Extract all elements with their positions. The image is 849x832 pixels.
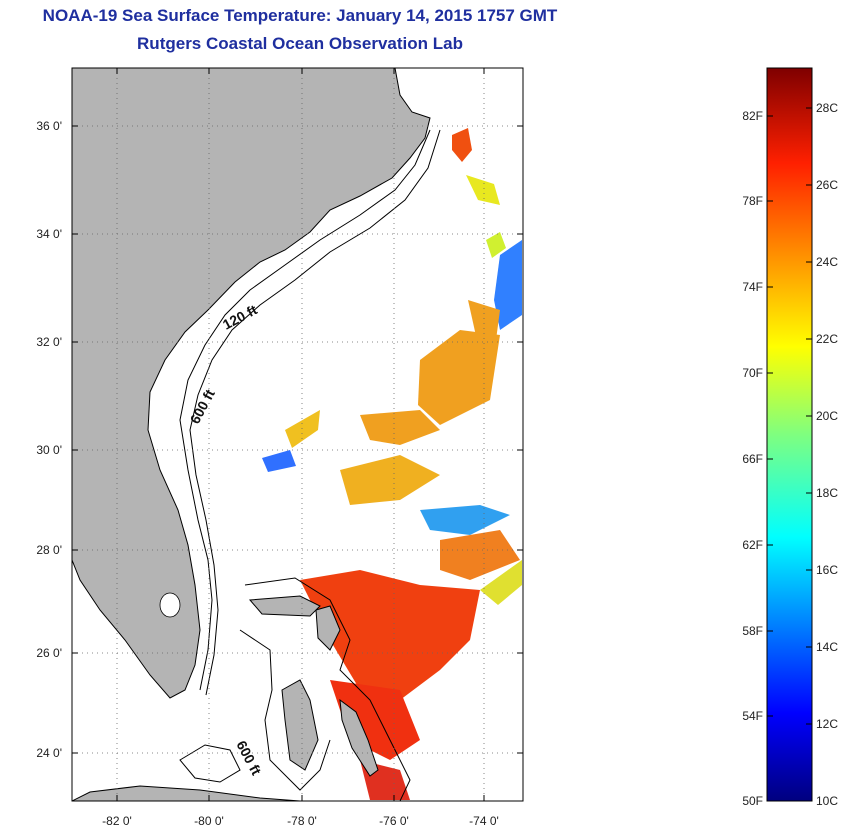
lat-label-26: 26 0' xyxy=(36,646,62,660)
bahamas-eleuthera xyxy=(339,698,379,777)
gridlines xyxy=(72,68,523,801)
lat-label-28: 28 0' xyxy=(36,543,62,557)
colorbar-label-20c: 20C xyxy=(816,409,838,423)
lon-label-78: -78 0' xyxy=(287,814,317,828)
colorbar-label-70f: 70F xyxy=(742,366,763,380)
colorbar-label-62f: 62F xyxy=(742,538,763,552)
lon-label-82: -82 0' xyxy=(102,814,132,828)
colorbar-label-24c: 24C xyxy=(816,255,838,269)
lat-label-32: 32 0' xyxy=(36,335,62,349)
bahamas-abaco xyxy=(315,605,341,651)
colorbar-label-54f: 54F xyxy=(742,709,763,723)
colorbar-label-66f: 66F xyxy=(742,452,763,466)
contour-cuba-shelf xyxy=(179,744,241,783)
lon-label-80: -80 0' xyxy=(194,814,224,828)
colorbar-label-12c: 12C xyxy=(816,717,838,731)
colorbar-label-14c: 14C xyxy=(816,640,838,654)
map-subtitle: Rutgers Coastal Ocean Observation Lab xyxy=(137,34,463,53)
colorbar-ticks xyxy=(767,107,812,725)
cuba-coast xyxy=(72,785,301,801)
colorbar-label-10c: 10C xyxy=(816,794,838,808)
colorbar-label-22c: 22C xyxy=(816,332,838,346)
colorbar-label-58f: 58F xyxy=(742,624,763,638)
colorbar-label-74f: 74F xyxy=(742,280,763,294)
sst-patches xyxy=(262,128,522,800)
lon-label-76: -76 0' xyxy=(379,814,409,828)
us-east-coast-landmass xyxy=(72,68,431,699)
lat-label-24: 24 0' xyxy=(36,746,62,760)
map-area xyxy=(72,68,523,801)
colorbar-label-50f: 50F xyxy=(742,794,763,808)
lon-label-74: -74 0' xyxy=(469,814,499,828)
lake-okeechobee xyxy=(159,592,181,618)
colorbar-label-28c: 28C xyxy=(816,101,838,115)
lat-label-30: 30 0' xyxy=(36,443,62,457)
map-frame xyxy=(71,67,524,802)
contour-600ft-line xyxy=(189,129,441,696)
map-title: NOAA-19 Sea Surface Temperature: January… xyxy=(42,6,558,25)
colorbar-label-26c: 26C xyxy=(816,178,838,192)
colorbar xyxy=(766,67,813,802)
bahamas-grand-bahama xyxy=(248,595,321,617)
colorbar-label-82f: 82F xyxy=(742,109,763,123)
contour-bahamas-bank xyxy=(239,577,411,801)
axis-ticks xyxy=(72,68,523,801)
lat-label-36: 36 0' xyxy=(36,119,62,133)
lat-label-34: 34 0' xyxy=(36,227,62,241)
colorbar-label-18c: 18C xyxy=(816,486,838,500)
colorbar-label-78f: 78F xyxy=(742,194,763,208)
colorbar-label-16c: 16C xyxy=(816,563,838,577)
